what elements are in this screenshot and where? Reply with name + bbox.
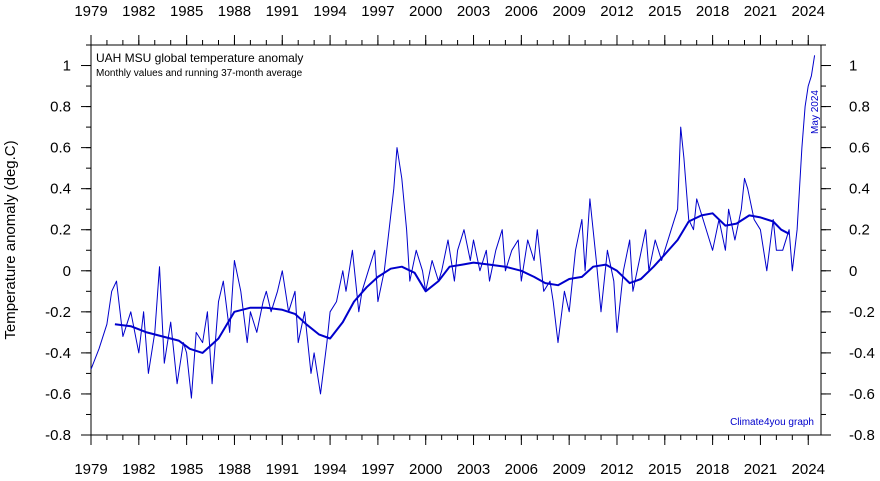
series-layer: [90, 55, 816, 399]
y-tick-label-left: -0.8: [45, 427, 71, 444]
y-axis-left: -0.8 -0.6 -0.4 -0.2 0 0.2 0.4 0.6 0.8 1: [45, 44, 91, 444]
latest-month-annotation: May 2024: [810, 90, 821, 134]
y-tick-label-right: 1: [849, 58, 857, 75]
y-tick-label-left: 0.4: [50, 181, 71, 198]
x-tick-label-top: 2024: [792, 3, 825, 20]
x-tick-label-bottom: 1997: [361, 461, 394, 478]
y-tick-label-left: 0.2: [50, 222, 71, 239]
x-tick-label-top: 1982: [122, 3, 155, 20]
x-tick-label-bottom: 2024: [792, 461, 825, 478]
series-line-monthly: [90, 55, 816, 399]
x-tick-label-top: 2015: [648, 3, 681, 20]
y-tick-label-right: -0.4: [849, 345, 875, 362]
x-tick-label-bottom: 1994: [313, 461, 346, 478]
x-tick-label-top: 2006: [505, 3, 538, 20]
x-tick-label-bottom: 1979: [74, 461, 107, 478]
x-tick-label-top: 2009: [552, 3, 585, 20]
x-tick-label-bottom: 1985: [170, 461, 203, 478]
x-tick-label-bottom: 2015: [648, 461, 681, 478]
x-tick-label-top: 1988: [218, 3, 251, 20]
y-tick-label-left: 0: [63, 263, 71, 280]
x-tick-label-top: 1994: [313, 3, 346, 20]
y-tick-label-right: 0.8: [849, 99, 870, 116]
x-tick-label-top: 2003: [457, 3, 490, 20]
y-tick-label-left: -0.6: [45, 386, 71, 403]
y-tick-label-left: -0.2: [45, 304, 71, 321]
x-tick-label-bottom: 2009: [552, 461, 585, 478]
y-axis-label: Temperature anomaly (deg.C): [2, 140, 19, 339]
x-tick-label-bottom: 2012: [600, 461, 633, 478]
x-axis-top: 1979 1982 1985 1988 1991 1994 1997 2000 2003 2006…: [74, 3, 825, 45]
x-tick-label-top: 1985: [170, 3, 203, 20]
chart-subtitle: Monthly values and running 37-month aver…: [96, 68, 303, 79]
x-tick-label-top: 2000: [409, 3, 442, 20]
x-tick-label-bottom: 1991: [266, 461, 299, 478]
y-tick-label-left: 0.6: [50, 140, 71, 157]
y-tick-label-left: 0.8: [50, 99, 71, 116]
x-tick-label-top: 1997: [361, 3, 394, 20]
chart-title: UAH MSU global temperature anomaly: [96, 51, 303, 65]
x-tick-label-bottom: 2000: [409, 461, 442, 478]
credit-label: Climate4you graph: [730, 417, 814, 428]
y-tick-label-right: -0.6: [849, 386, 875, 403]
y-tick-label-left: 1: [63, 58, 71, 75]
y-tick-label-right: 0.2: [849, 222, 870, 239]
y-tick-label-left: -0.4: [45, 345, 71, 362]
x-axis-bottom: 1979 1982 1985 1988 1991 1994 1997 2000 2003 2006…: [74, 435, 825, 478]
x-tick-label-bottom: 1982: [122, 461, 155, 478]
x-tick-label-top: 1979: [74, 3, 107, 20]
x-tick-label-bottom: 2006: [505, 461, 538, 478]
x-tick-label-bottom: 2021: [744, 461, 777, 478]
x-tick-label-bottom: 2003: [457, 461, 490, 478]
x-tick-label-top: 1991: [266, 3, 299, 20]
y-tick-label-right: -0.8: [849, 427, 875, 444]
series-line-running-average: [114, 212, 790, 354]
y-tick-label-right: -0.2: [849, 304, 875, 321]
y-tick-label-right: 0.6: [849, 140, 870, 157]
y-tick-label-right: 0: [849, 263, 857, 280]
y-tick-label-right: 0.4: [849, 181, 870, 198]
x-tick-label-bottom: 2018: [696, 461, 729, 478]
x-tick-label-top: 2012: [600, 3, 633, 20]
x-tick-label-top: 2018: [696, 3, 729, 20]
y-axis-right: -0.8 -0.6 -0.4 -0.2 0 0.2 0.4 0.6 0.8 1: [821, 44, 875, 444]
plot-frame: [90, 44, 822, 436]
x-tick-label-bottom: 1988: [218, 461, 251, 478]
x-tick-label-top: 2021: [744, 3, 777, 20]
